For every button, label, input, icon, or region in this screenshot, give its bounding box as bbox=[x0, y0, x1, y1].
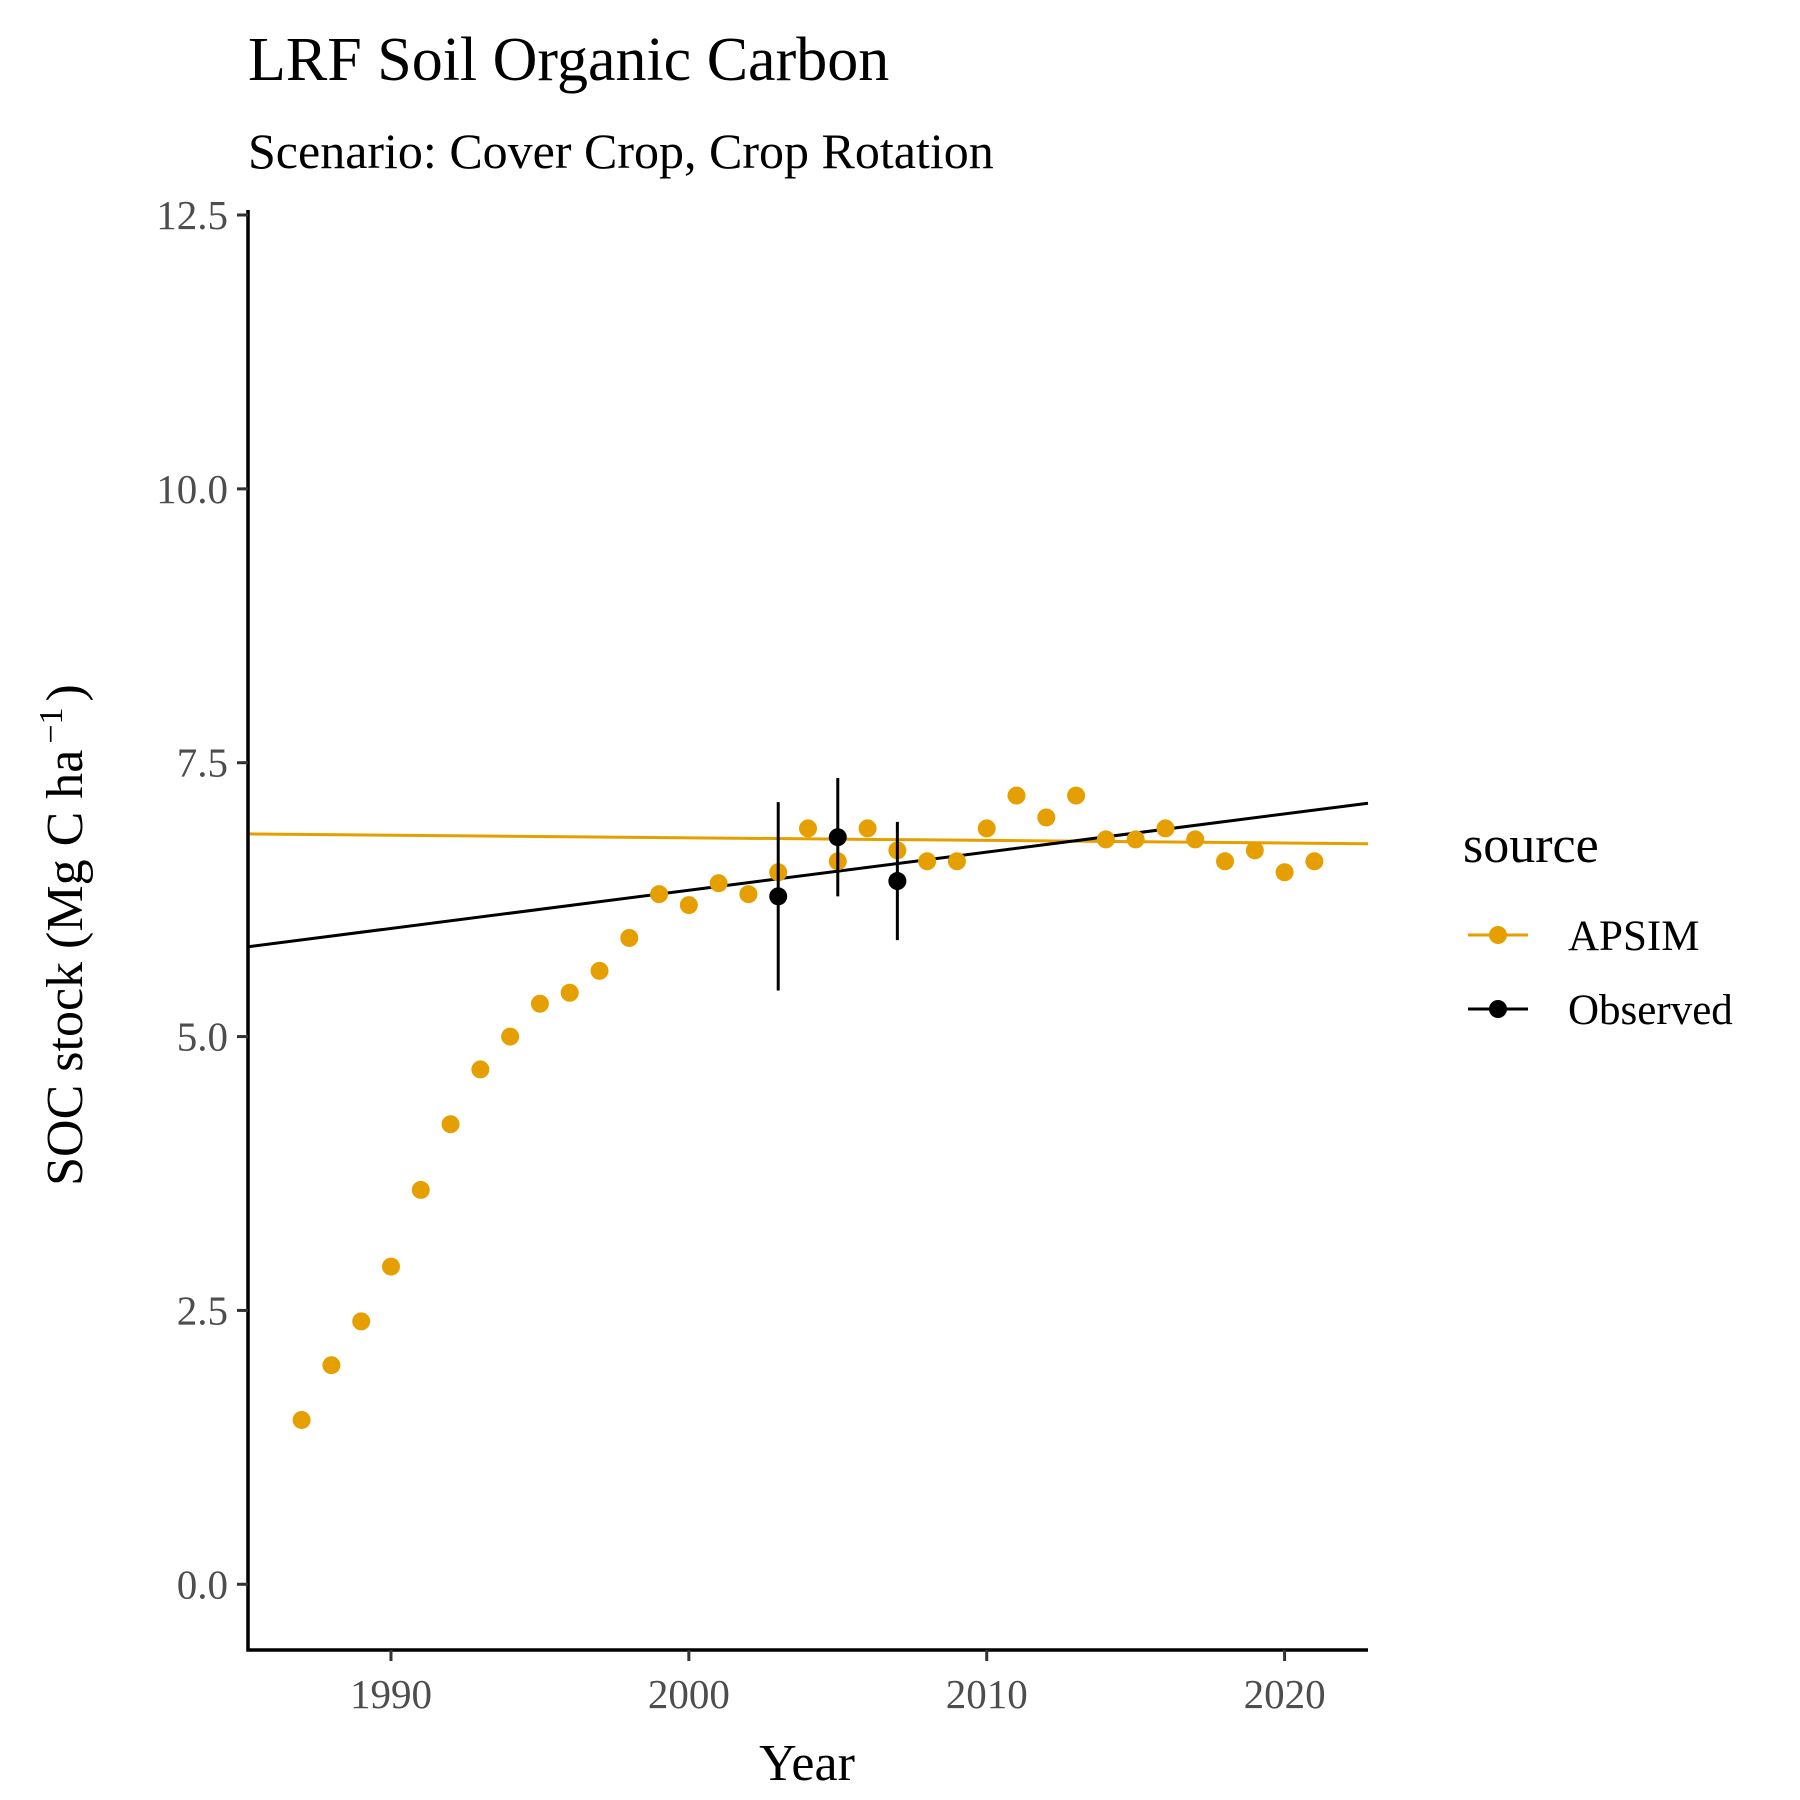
legend-label-apsim: APSIM bbox=[1568, 913, 1699, 960]
data-point-apsim bbox=[441, 1115, 460, 1134]
chart-title: LRF Soil Organic Carbon bbox=[248, 26, 889, 94]
x-axis-title: Year bbox=[759, 1735, 855, 1792]
y-axis-title: SOC stock (Mg C ha −1) bbox=[33, 684, 94, 1186]
y-axis-title-main: SOC stock (Mg C ha bbox=[37, 750, 94, 1186]
data-point-apsim bbox=[352, 1312, 371, 1331]
data-point-apsim bbox=[1126, 830, 1145, 849]
y-tick-label: 12.5 bbox=[156, 192, 228, 238]
data-point-apsim bbox=[799, 819, 817, 838]
data-point-apsim bbox=[1067, 786, 1086, 805]
data-point-apsim bbox=[1216, 852, 1235, 871]
x-tick-label: 2010 bbox=[946, 1671, 1028, 1717]
data-point-apsim bbox=[709, 874, 728, 893]
axes: 0.0 2.5 5.0 7.5 10.0 12.5 1990 2000 2010 2020 bbox=[156, 192, 1368, 1717]
x-tick-label: 2020 bbox=[1244, 1671, 1326, 1717]
data-point-observed bbox=[828, 828, 847, 847]
data-point-apsim bbox=[947, 852, 966, 871]
data-point-apsim bbox=[322, 1356, 341, 1375]
y-tick-label: 5.0 bbox=[177, 1014, 228, 1060]
data-point-apsim bbox=[679, 896, 698, 915]
data-point-apsim bbox=[858, 819, 877, 838]
y-tick-label: 7.5 bbox=[177, 740, 228, 786]
legend-key-point-apsim bbox=[1489, 926, 1507, 944]
legend-label-observed: Observed bbox=[1568, 987, 1733, 1034]
data-point-apsim bbox=[590, 961, 609, 980]
data-point-apsim bbox=[471, 1060, 490, 1079]
y-tick-label: 10.0 bbox=[156, 466, 228, 512]
data-point-apsim bbox=[1305, 852, 1324, 871]
data-point-apsim bbox=[918, 852, 937, 871]
chart-subtitle: Scenario: Cover Crop, Crop Rotation bbox=[248, 123, 994, 179]
data-point-apsim bbox=[292, 1410, 311, 1429]
legend: source APSIM Observed bbox=[1463, 817, 1733, 1034]
data-point-observed bbox=[888, 872, 907, 891]
legend-title: source bbox=[1463, 817, 1599, 874]
data-point-apsim bbox=[739, 885, 758, 904]
plot-area bbox=[247, 778, 1369, 1429]
data-point-apsim bbox=[1245, 841, 1264, 860]
data-point-apsim bbox=[501, 1027, 520, 1046]
data-point-apsim bbox=[530, 994, 549, 1013]
data-point-apsim bbox=[1096, 830, 1115, 849]
x-tick-label: 1990 bbox=[350, 1671, 432, 1717]
y-axis-title-superscript: −1 bbox=[33, 707, 70, 743]
y-tick-label: 0.0 bbox=[177, 1561, 228, 1607]
x-tick-label: 2000 bbox=[648, 1671, 730, 1717]
data-point-apsim bbox=[1037, 808, 1056, 827]
data-point-apsim bbox=[1186, 830, 1205, 849]
data-point-apsim bbox=[381, 1257, 400, 1276]
data-point-apsim bbox=[1275, 863, 1294, 882]
data-point-apsim bbox=[1156, 819, 1175, 838]
data-point-apsim bbox=[977, 819, 996, 838]
data-point-observed bbox=[769, 887, 788, 906]
y-tick-label: 2.5 bbox=[177, 1287, 228, 1333]
trend-line-apsim bbox=[247, 832, 1369, 846]
y-axis-title-close: ) bbox=[37, 684, 94, 701]
data-point-apsim bbox=[560, 983, 579, 1002]
data-point-apsim bbox=[411, 1180, 430, 1199]
trend-line-observed bbox=[247, 801, 1369, 949]
data-point-apsim bbox=[650, 885, 669, 904]
data-point-apsim bbox=[620, 928, 639, 947]
legend-key-point-observed bbox=[1489, 1000, 1507, 1018]
data-point-apsim bbox=[1007, 786, 1026, 805]
